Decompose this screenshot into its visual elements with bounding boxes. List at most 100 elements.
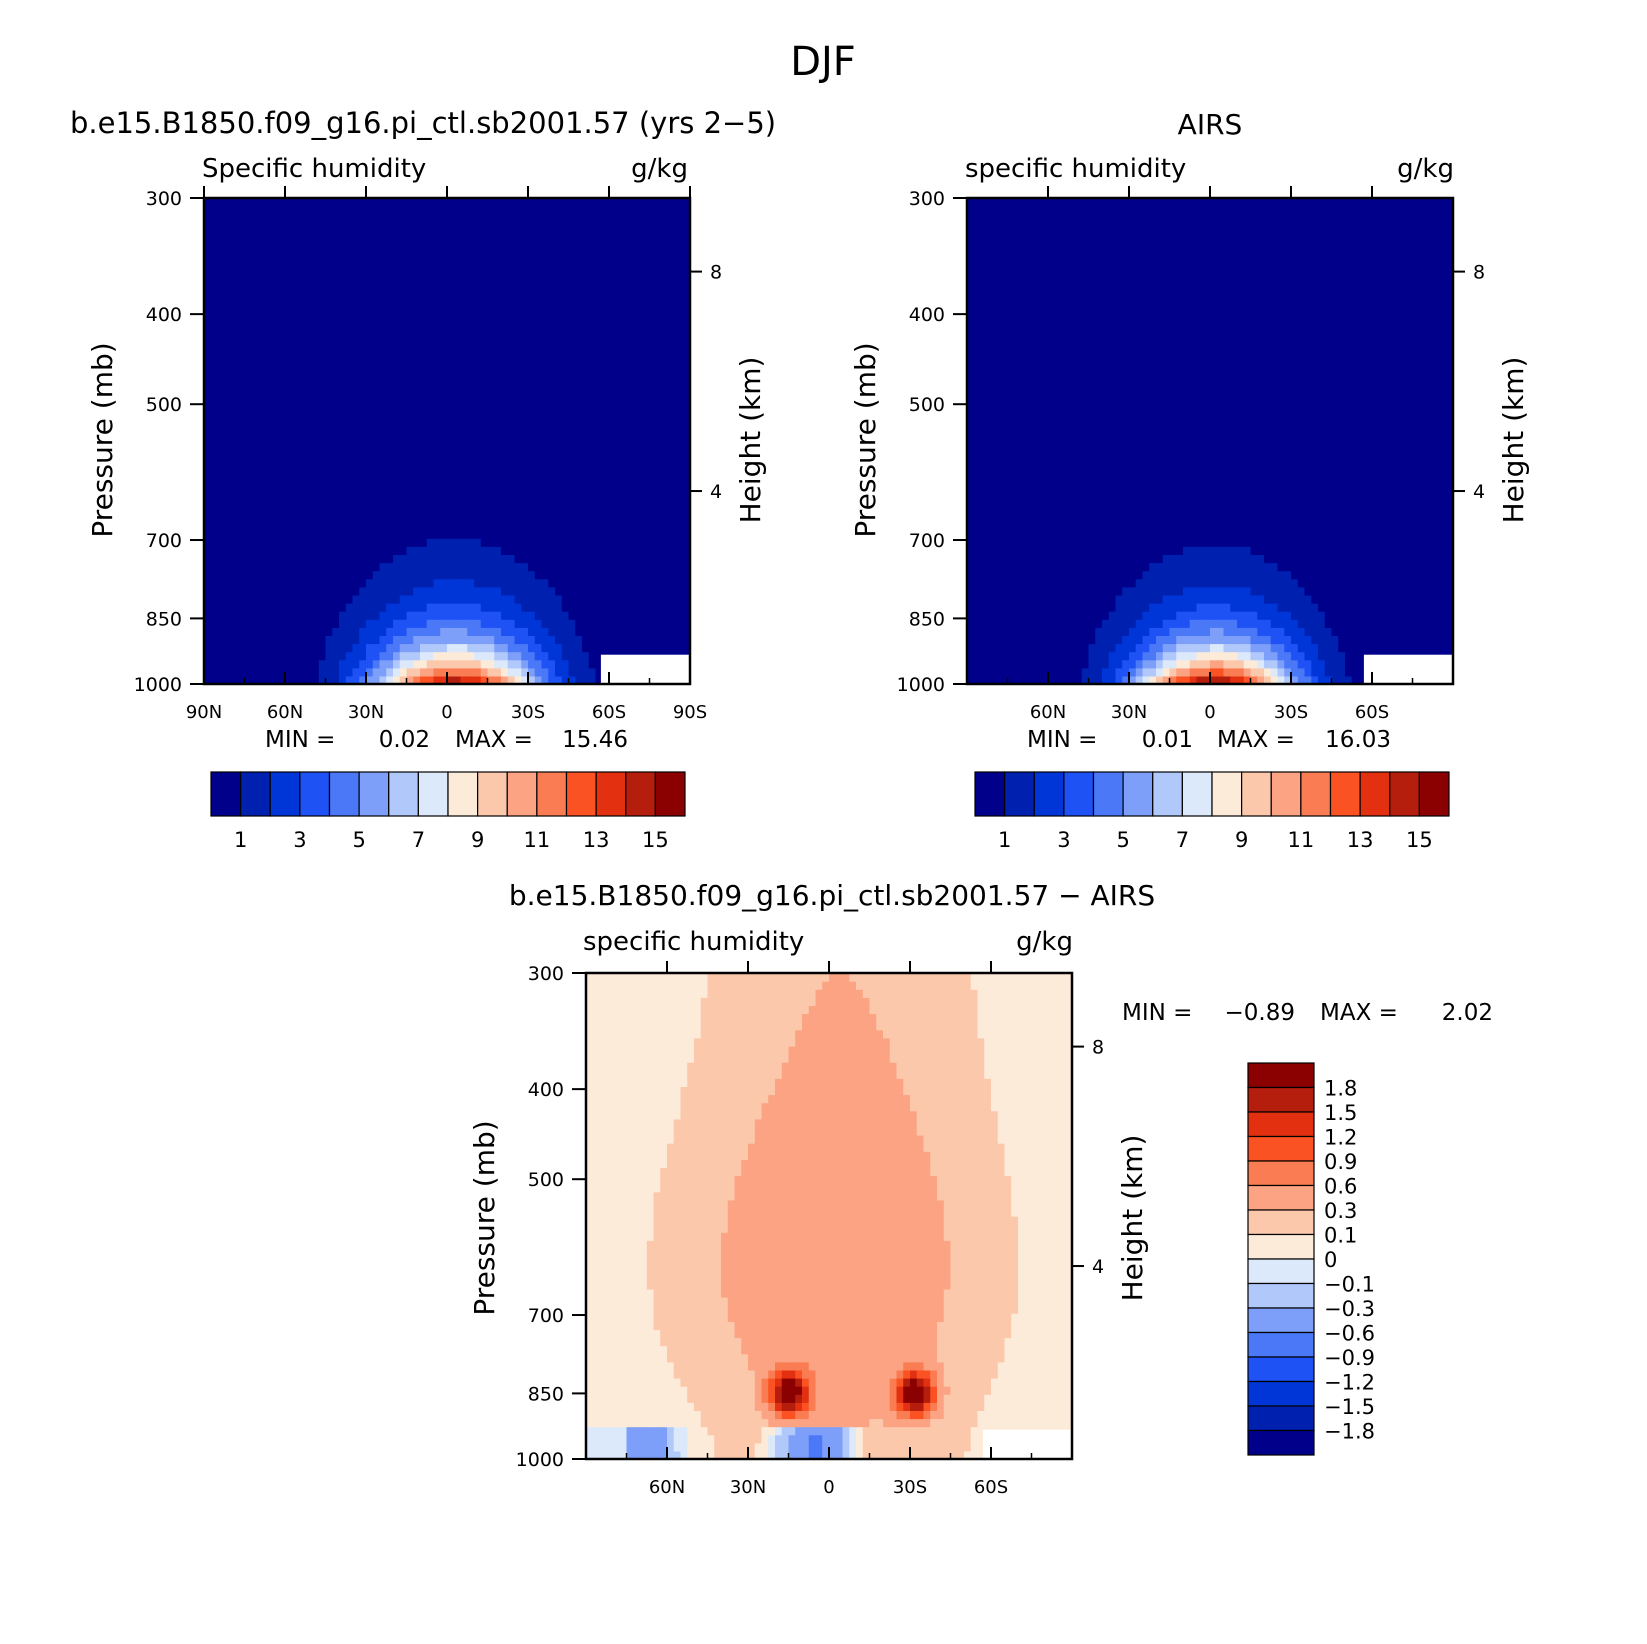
contour-cell xyxy=(642,546,651,555)
contour-cell xyxy=(595,513,603,523)
contour-cell xyxy=(669,538,678,547)
contour-cell xyxy=(224,570,232,580)
contour-cell xyxy=(649,489,657,499)
contour-cell xyxy=(204,246,212,256)
contour-cell xyxy=(231,449,239,458)
contour-cell xyxy=(420,400,428,410)
contour-cell xyxy=(318,214,327,223)
contour-cell xyxy=(1014,279,1022,288)
contour-cell xyxy=(575,667,583,677)
contour-cell xyxy=(582,611,590,620)
contour-cell xyxy=(352,675,360,685)
contour-cell xyxy=(447,457,455,466)
contour-cell xyxy=(352,311,360,321)
contour-cell xyxy=(366,651,374,661)
contour-cell xyxy=(305,319,313,329)
contour-cell xyxy=(656,295,664,304)
contour-cell xyxy=(642,449,651,458)
colorbar-label: 5 xyxy=(352,828,365,852)
contour-cell xyxy=(521,254,529,264)
contour-cell xyxy=(251,449,259,458)
contour-cell xyxy=(609,432,617,442)
contour-cell xyxy=(568,360,576,369)
contour-cell xyxy=(669,327,678,337)
contour-cell xyxy=(285,546,293,555)
contour-cell xyxy=(642,303,651,312)
contour-cell xyxy=(615,262,624,272)
contour-column xyxy=(420,198,428,685)
contour-cell xyxy=(366,570,374,580)
contour-cell xyxy=(359,562,367,572)
contour-cell xyxy=(521,424,529,434)
contour-cell xyxy=(602,457,610,466)
contour-cell xyxy=(278,627,286,636)
contour-cell xyxy=(582,554,590,564)
contour-cell xyxy=(548,497,556,507)
contour-cell xyxy=(305,659,313,669)
contour-cell xyxy=(534,497,543,507)
contour-cell xyxy=(561,489,570,499)
contour-cell xyxy=(433,400,441,410)
contour-cell xyxy=(521,230,529,240)
contour-cell xyxy=(332,619,340,628)
contour-cell xyxy=(325,554,333,564)
contour-cell xyxy=(372,303,381,312)
contour-cell xyxy=(298,497,306,507)
contour-cell xyxy=(305,586,313,596)
contour-cell xyxy=(339,449,347,458)
contour-cell xyxy=(663,343,671,353)
contour-cell xyxy=(332,465,340,474)
contour-cell xyxy=(339,570,347,580)
contour-cell xyxy=(264,343,273,353)
contour-cell xyxy=(399,230,408,240)
contour-cell xyxy=(487,441,495,450)
contour-cell xyxy=(386,368,394,377)
contour-cell xyxy=(345,643,354,653)
contour-cell xyxy=(548,586,556,596)
contour-cell xyxy=(507,303,516,312)
contour-cell xyxy=(352,368,360,377)
contour-cell xyxy=(231,303,239,312)
contour-cell xyxy=(480,667,489,677)
contour-cell xyxy=(649,530,657,539)
contour-cell xyxy=(474,311,482,321)
contour-cell xyxy=(507,586,516,596)
contour-cell xyxy=(298,416,306,426)
contour-cell xyxy=(433,262,441,272)
contour-cell xyxy=(561,424,570,434)
contour-cell xyxy=(568,343,576,353)
contour-cell xyxy=(393,279,401,288)
contour-cell xyxy=(210,449,219,458)
contour-cell xyxy=(636,198,644,207)
contour-cell xyxy=(987,303,995,312)
contour-column xyxy=(588,198,597,685)
contour-cell xyxy=(264,311,273,321)
contour-cell xyxy=(967,246,975,256)
contour-cell xyxy=(595,562,603,572)
contour-cell xyxy=(251,586,259,596)
contour-cell xyxy=(642,522,651,531)
contour-cell xyxy=(541,246,549,256)
contour-cell xyxy=(379,311,387,321)
contour-cell xyxy=(474,594,482,604)
contour-cell xyxy=(291,570,300,580)
contour-cell xyxy=(561,400,570,410)
contour-cell xyxy=(602,408,610,418)
contour-cell xyxy=(649,327,657,337)
contour-cell xyxy=(339,343,347,353)
contour-cell xyxy=(426,497,435,507)
contour-cell xyxy=(967,489,975,499)
contour-cell xyxy=(987,635,995,645)
contour-cell xyxy=(649,295,657,304)
contour-cell xyxy=(555,538,563,547)
contour-cell xyxy=(582,546,590,555)
contour-cell xyxy=(1014,392,1022,402)
contour-cell xyxy=(615,489,624,499)
contour-cell xyxy=(420,667,428,677)
contour-cell xyxy=(426,578,435,588)
contour-cell xyxy=(393,497,401,507)
contour-cell xyxy=(420,432,428,442)
contour-cell xyxy=(224,424,232,434)
contour-cell xyxy=(352,376,360,385)
contour-cell xyxy=(420,586,428,596)
